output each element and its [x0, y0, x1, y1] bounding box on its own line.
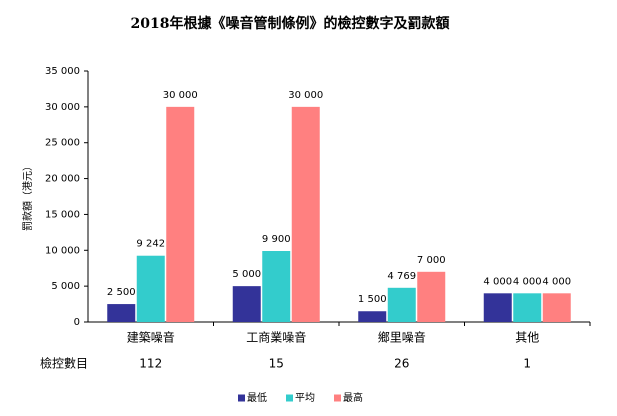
- x-tick-label: 鄉里噪音: [378, 330, 426, 345]
- value-label: 9 242: [136, 239, 165, 250]
- row-value: 15: [269, 357, 284, 371]
- y-tick-label: 15 000: [45, 209, 80, 220]
- bar: [262, 251, 291, 322]
- value-label: 2 500: [107, 287, 136, 298]
- bar: [483, 293, 512, 322]
- value-label: 4 000: [542, 276, 571, 287]
- row-label: 檢控數目: [40, 356, 88, 371]
- legend-swatch: [334, 394, 341, 402]
- y-tick-label: 30 000: [45, 102, 80, 113]
- legend-label: 最高: [343, 391, 363, 404]
- value-label: 4 000: [513, 276, 542, 287]
- value-label: 1 500: [358, 294, 387, 305]
- row-value: 1: [523, 357, 531, 371]
- value-label: 4 769: [387, 271, 416, 282]
- value-label: 30 000: [288, 90, 323, 101]
- x-tick-label: 其他: [515, 331, 539, 345]
- y-tick-label: 25 000: [45, 138, 80, 149]
- legend-label: 最低: [247, 391, 267, 404]
- value-label: 5 000: [232, 269, 261, 280]
- bar: [513, 293, 542, 322]
- bar: [107, 304, 136, 322]
- y-tick-label: 0: [74, 317, 80, 328]
- bar: [542, 293, 571, 322]
- bar: [166, 106, 195, 322]
- bar: [417, 271, 446, 322]
- bar: [387, 287, 416, 322]
- row-value: 112: [139, 357, 162, 371]
- bar: [358, 311, 387, 322]
- row-value: 26: [394, 357, 409, 371]
- legend-swatch: [286, 394, 293, 402]
- value-label: 30 000: [163, 90, 198, 101]
- y-tick-label: 35 000: [45, 66, 80, 77]
- bar: [136, 255, 165, 322]
- bar: [232, 286, 261, 322]
- value-label: 7 000: [417, 255, 446, 266]
- y-tick-label: 20 000: [45, 174, 80, 185]
- x-tick-label: 建築噪音: [127, 330, 175, 345]
- y-tick-label: 10 000: [45, 245, 80, 256]
- legend-swatch: [238, 394, 245, 402]
- y-axis-label: 罰款額（港元）: [21, 161, 34, 231]
- legend-label: 平均: [295, 392, 315, 404]
- value-label: 4 000: [483, 276, 512, 287]
- chart-title: 2018年根據《噪音管制條例》的檢控數字及罰款額: [131, 15, 450, 32]
- y-tick-label: 5 000: [51, 281, 80, 292]
- bar: [291, 106, 320, 322]
- value-label: 9 900: [262, 234, 291, 245]
- x-tick-label: 工商業噪音: [246, 330, 306, 345]
